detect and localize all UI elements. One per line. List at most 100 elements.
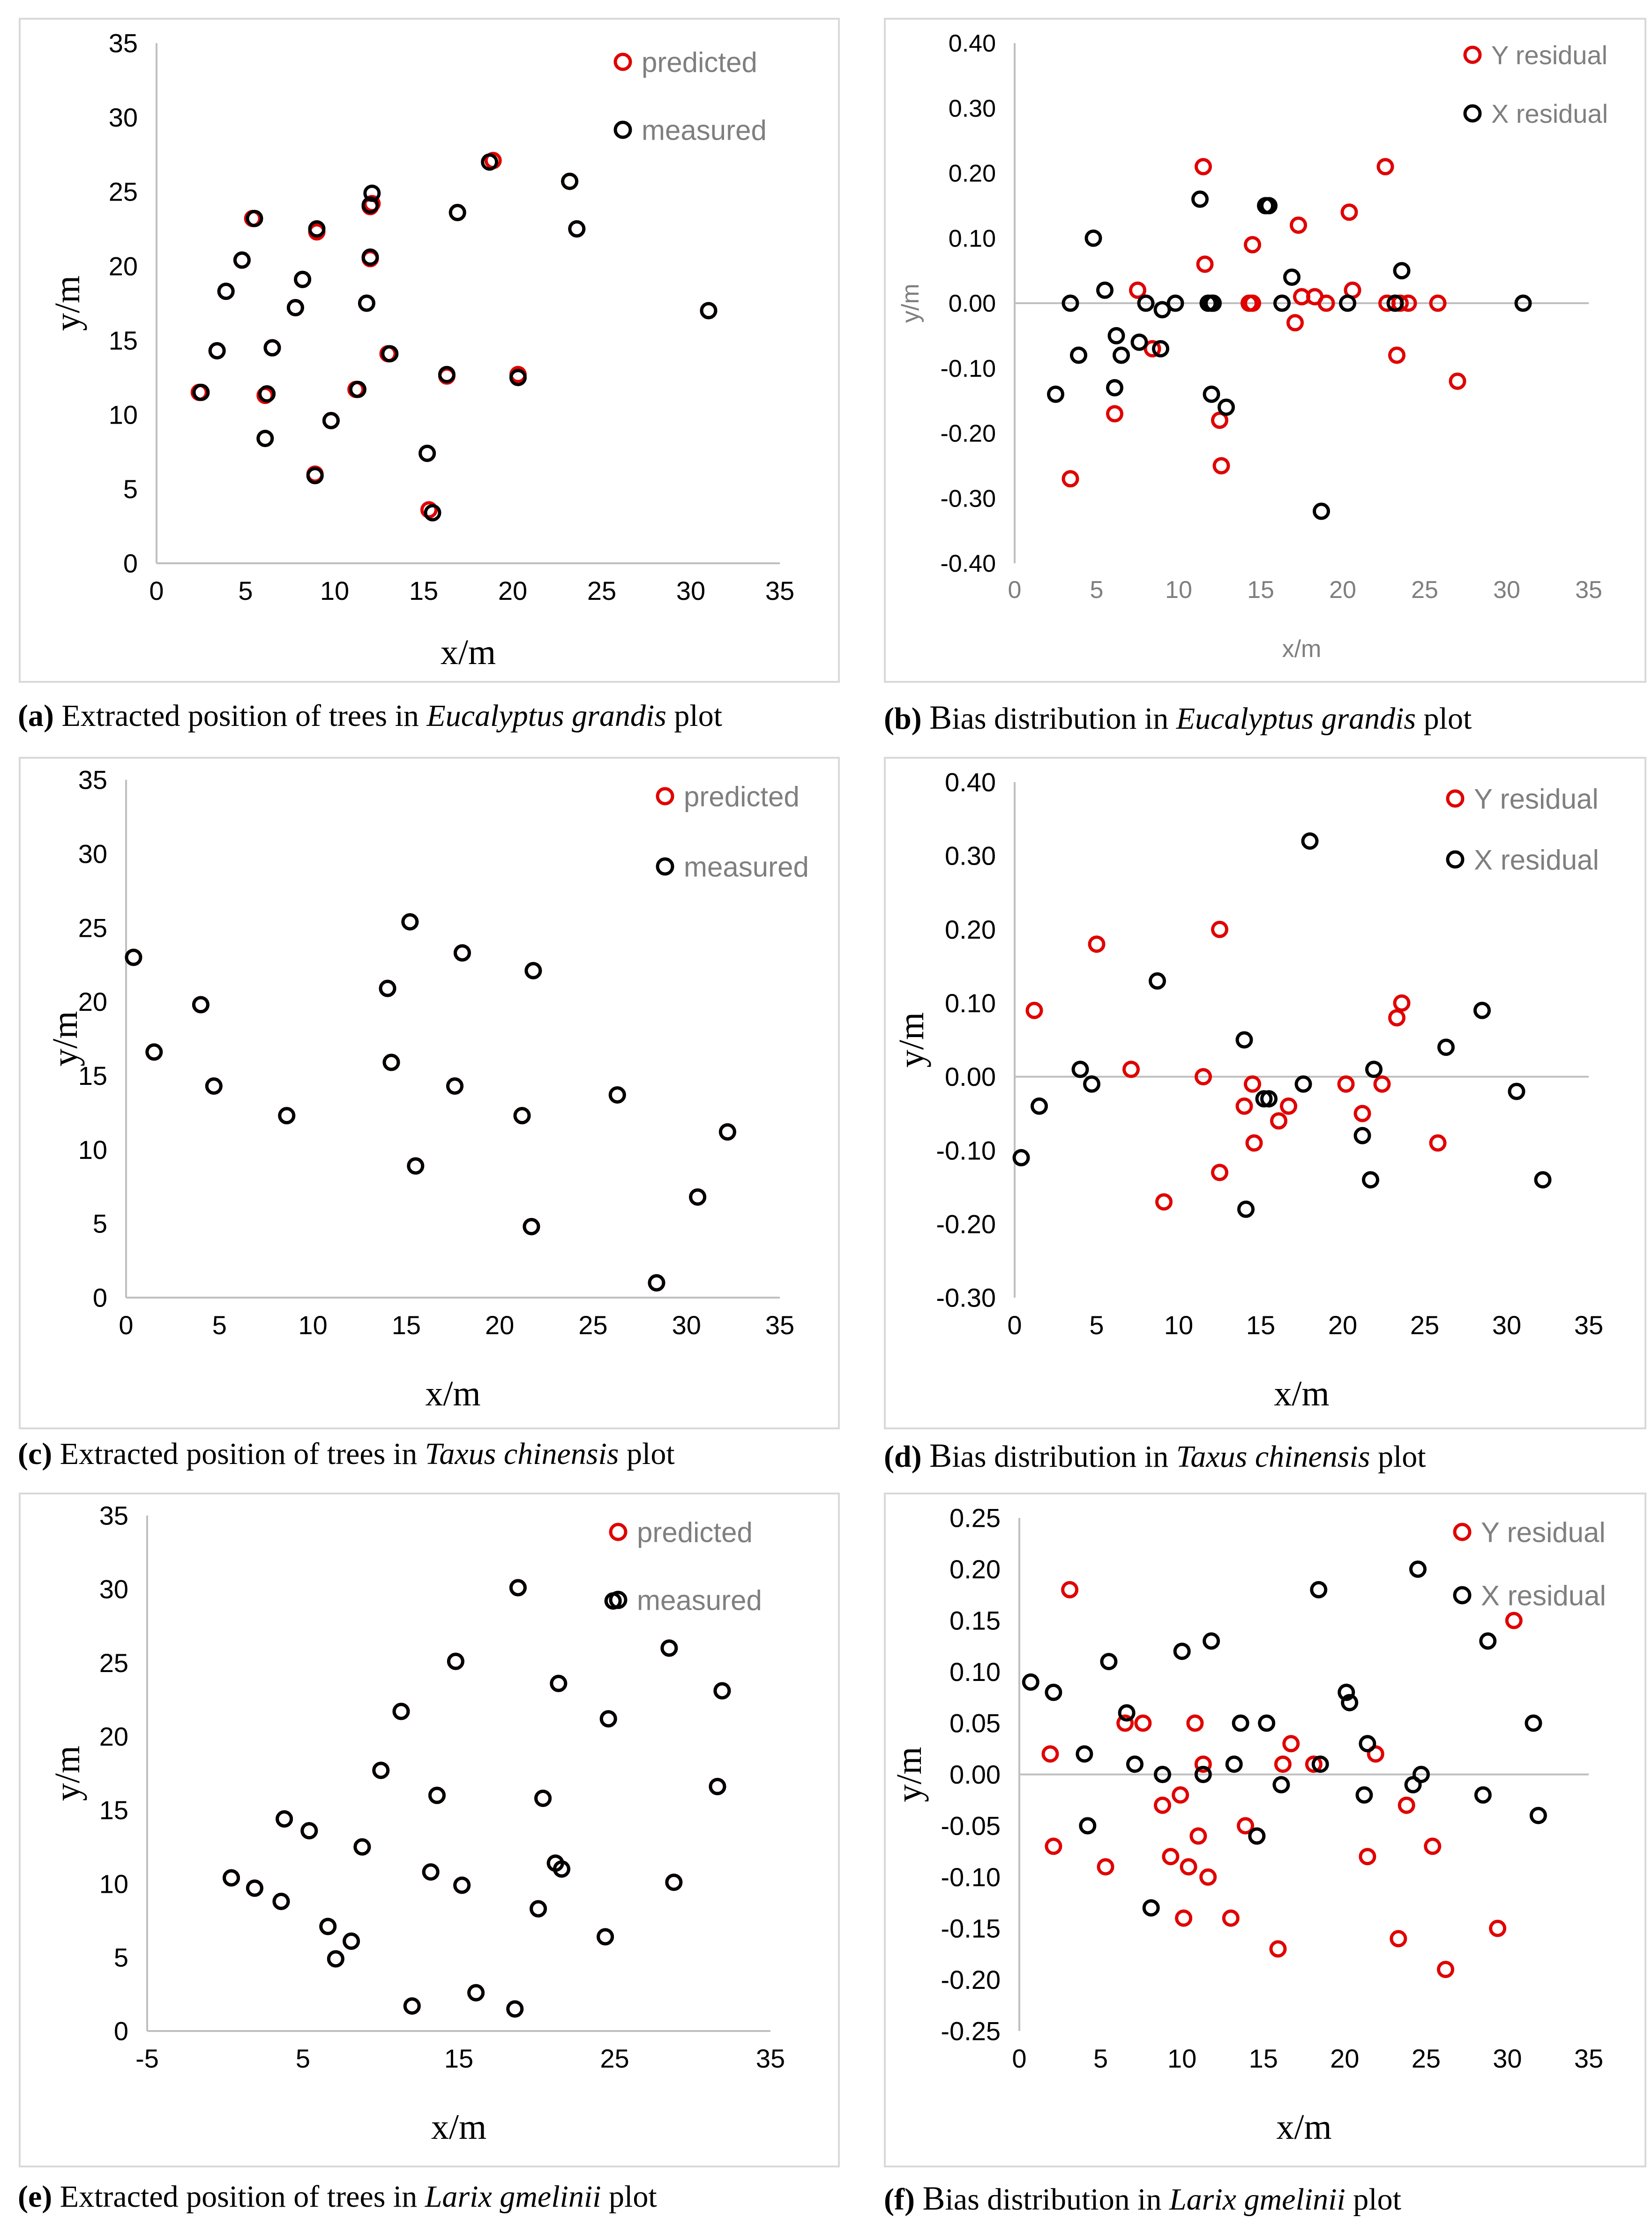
x-tick-label: 35 bbox=[1574, 2044, 1603, 2073]
caption-d-label: (d) bbox=[884, 1440, 922, 1474]
data-point bbox=[506, 2000, 524, 2018]
data-point bbox=[1199, 1868, 1217, 1886]
data-point bbox=[256, 430, 274, 448]
y-tick-label: 5 bbox=[93, 1209, 107, 1239]
data-point bbox=[1126, 1755, 1144, 1773]
caption-b-initial: B bbox=[929, 699, 952, 736]
y-tick-label: 0.20 bbox=[949, 160, 996, 187]
y-tick-label: 0.20 bbox=[949, 1554, 1001, 1584]
data-point bbox=[1153, 1766, 1171, 1783]
data-point bbox=[1404, 1776, 1422, 1793]
caption-e-text: Extracted position of trees in bbox=[52, 2180, 425, 2214]
chart-panel-c: 0 5 10 15 20 25 30 35 0 5 10 15 20 25 30 35 x/m y/m predic… bbox=[19, 757, 840, 1429]
data-point bbox=[1290, 217, 1307, 234]
data-point bbox=[1113, 346, 1130, 364]
x-tick-label: 35 bbox=[756, 2044, 785, 2073]
series-predicted bbox=[125, 913, 736, 1292]
data-point bbox=[1474, 1786, 1492, 1804]
caption-a-species: Eucalyptus grandis bbox=[426, 699, 666, 733]
data-point bbox=[1386, 294, 1404, 312]
data-point bbox=[306, 467, 324, 485]
y-tick-label: -0.20 bbox=[940, 420, 996, 448]
data-point bbox=[509, 1579, 527, 1597]
chart-a-svg: 0 5 10 15 20 25 30 35 0 5 10 15 20 25 30 35 x/m y/m predic… bbox=[48, 29, 794, 672]
series-measured bbox=[223, 1579, 731, 2018]
data-point bbox=[1122, 1060, 1140, 1078]
chart-e-svg: -5 5 15 25 35 0 5 10 15 20 25 30 35 x/m y/m predicted me… bbox=[48, 1501, 785, 2147]
data-point bbox=[1341, 1694, 1359, 1711]
chart-panel-a: 0 5 10 15 20 25 30 35 0 5 10 15 20 25 30 35 x/m y/m predic… bbox=[19, 18, 840, 683]
data-point bbox=[1529, 1807, 1547, 1824]
data-point bbox=[453, 1876, 471, 1894]
data-point bbox=[1274, 1755, 1292, 1773]
caption-f-suffix: plot bbox=[1345, 2182, 1401, 2217]
x-tick-label: 35 bbox=[1574, 1310, 1603, 1340]
data-point bbox=[217, 283, 235, 300]
data-point bbox=[1071, 1060, 1089, 1078]
y-tick-label: -0.05 bbox=[941, 1811, 1001, 1841]
series-x-residual bbox=[1012, 832, 1552, 1218]
data-point bbox=[1222, 1909, 1240, 1927]
y-tick-label: 0.00 bbox=[949, 290, 996, 317]
x-tick-label: 0 bbox=[149, 576, 164, 605]
data-point bbox=[1337, 1075, 1355, 1093]
y-tick-label: -0.25 bbox=[941, 2016, 1001, 2046]
x-tick-label: 5 bbox=[1090, 576, 1104, 604]
data-point bbox=[1305, 1755, 1323, 1773]
series-measured bbox=[192, 153, 718, 522]
legend-marker bbox=[613, 52, 632, 71]
x-tick-label: 35 bbox=[765, 576, 794, 605]
caption-d-text: ias distribution in bbox=[952, 1440, 1176, 1474]
data-point bbox=[1258, 1714, 1276, 1732]
data-point bbox=[648, 1274, 665, 1292]
data-point bbox=[1429, 1134, 1447, 1152]
caption-f-text: ias distribution in bbox=[945, 2182, 1169, 2217]
y-tick-label: 10 bbox=[78, 1135, 107, 1165]
x-axis-title: x/m bbox=[1276, 2107, 1331, 2147]
data-point bbox=[1153, 301, 1171, 319]
caption-f: (f) Bias distribution in Larix gmelinii … bbox=[884, 2179, 1401, 2218]
x-tick-label: 35 bbox=[1575, 576, 1602, 604]
y-tick-label: 35 bbox=[78, 765, 107, 795]
series-measured bbox=[125, 913, 736, 1292]
caption-f-label: (f) bbox=[884, 2182, 915, 2217]
data-point bbox=[294, 270, 312, 288]
caption-e-suffix: plot bbox=[601, 2180, 657, 2214]
x-axis-title: x/m bbox=[431, 2107, 486, 2147]
x-tick-label: 5 bbox=[212, 1310, 227, 1340]
data-point bbox=[1100, 1653, 1118, 1671]
y-tick-label: 25 bbox=[78, 913, 107, 942]
data-point bbox=[1025, 1001, 1043, 1019]
data-point bbox=[1260, 197, 1278, 215]
data-point bbox=[1390, 1930, 1407, 1948]
data-point bbox=[1116, 1714, 1134, 1732]
data-point bbox=[322, 412, 340, 430]
data-point bbox=[1359, 1848, 1376, 1866]
x-tick-label: 5 bbox=[296, 2044, 310, 2073]
data-point bbox=[1235, 1031, 1253, 1049]
y-tick-label: -0.20 bbox=[936, 1209, 996, 1239]
x-axis-title: x/m bbox=[441, 633, 496, 672]
data-point bbox=[1191, 190, 1209, 208]
data-point bbox=[263, 339, 281, 357]
legend-marker bbox=[1446, 789, 1465, 808]
data-point bbox=[1301, 832, 1319, 850]
caption-a-label: (a) bbox=[18, 699, 54, 733]
legend-label: X residual bbox=[1491, 99, 1608, 128]
legend-marker bbox=[609, 1523, 628, 1541]
data-point bbox=[1173, 1643, 1191, 1660]
y-tick-label: 30 bbox=[109, 103, 138, 132]
data-point bbox=[447, 1652, 464, 1670]
data-point bbox=[205, 1077, 223, 1095]
data-point bbox=[272, 1892, 290, 1910]
data-point bbox=[1311, 1755, 1329, 1773]
y-tick-label: 20 bbox=[78, 987, 107, 1016]
data-point bbox=[208, 342, 226, 359]
y-axis-title: y/m bbox=[48, 1746, 87, 1801]
data-point bbox=[1424, 1837, 1442, 1855]
y-tick-label: 20 bbox=[99, 1722, 128, 1751]
y-tick-label: 15 bbox=[109, 326, 138, 355]
data-point bbox=[599, 1710, 617, 1728]
data-point bbox=[1449, 373, 1466, 390]
legend-label: predicted bbox=[684, 781, 800, 813]
